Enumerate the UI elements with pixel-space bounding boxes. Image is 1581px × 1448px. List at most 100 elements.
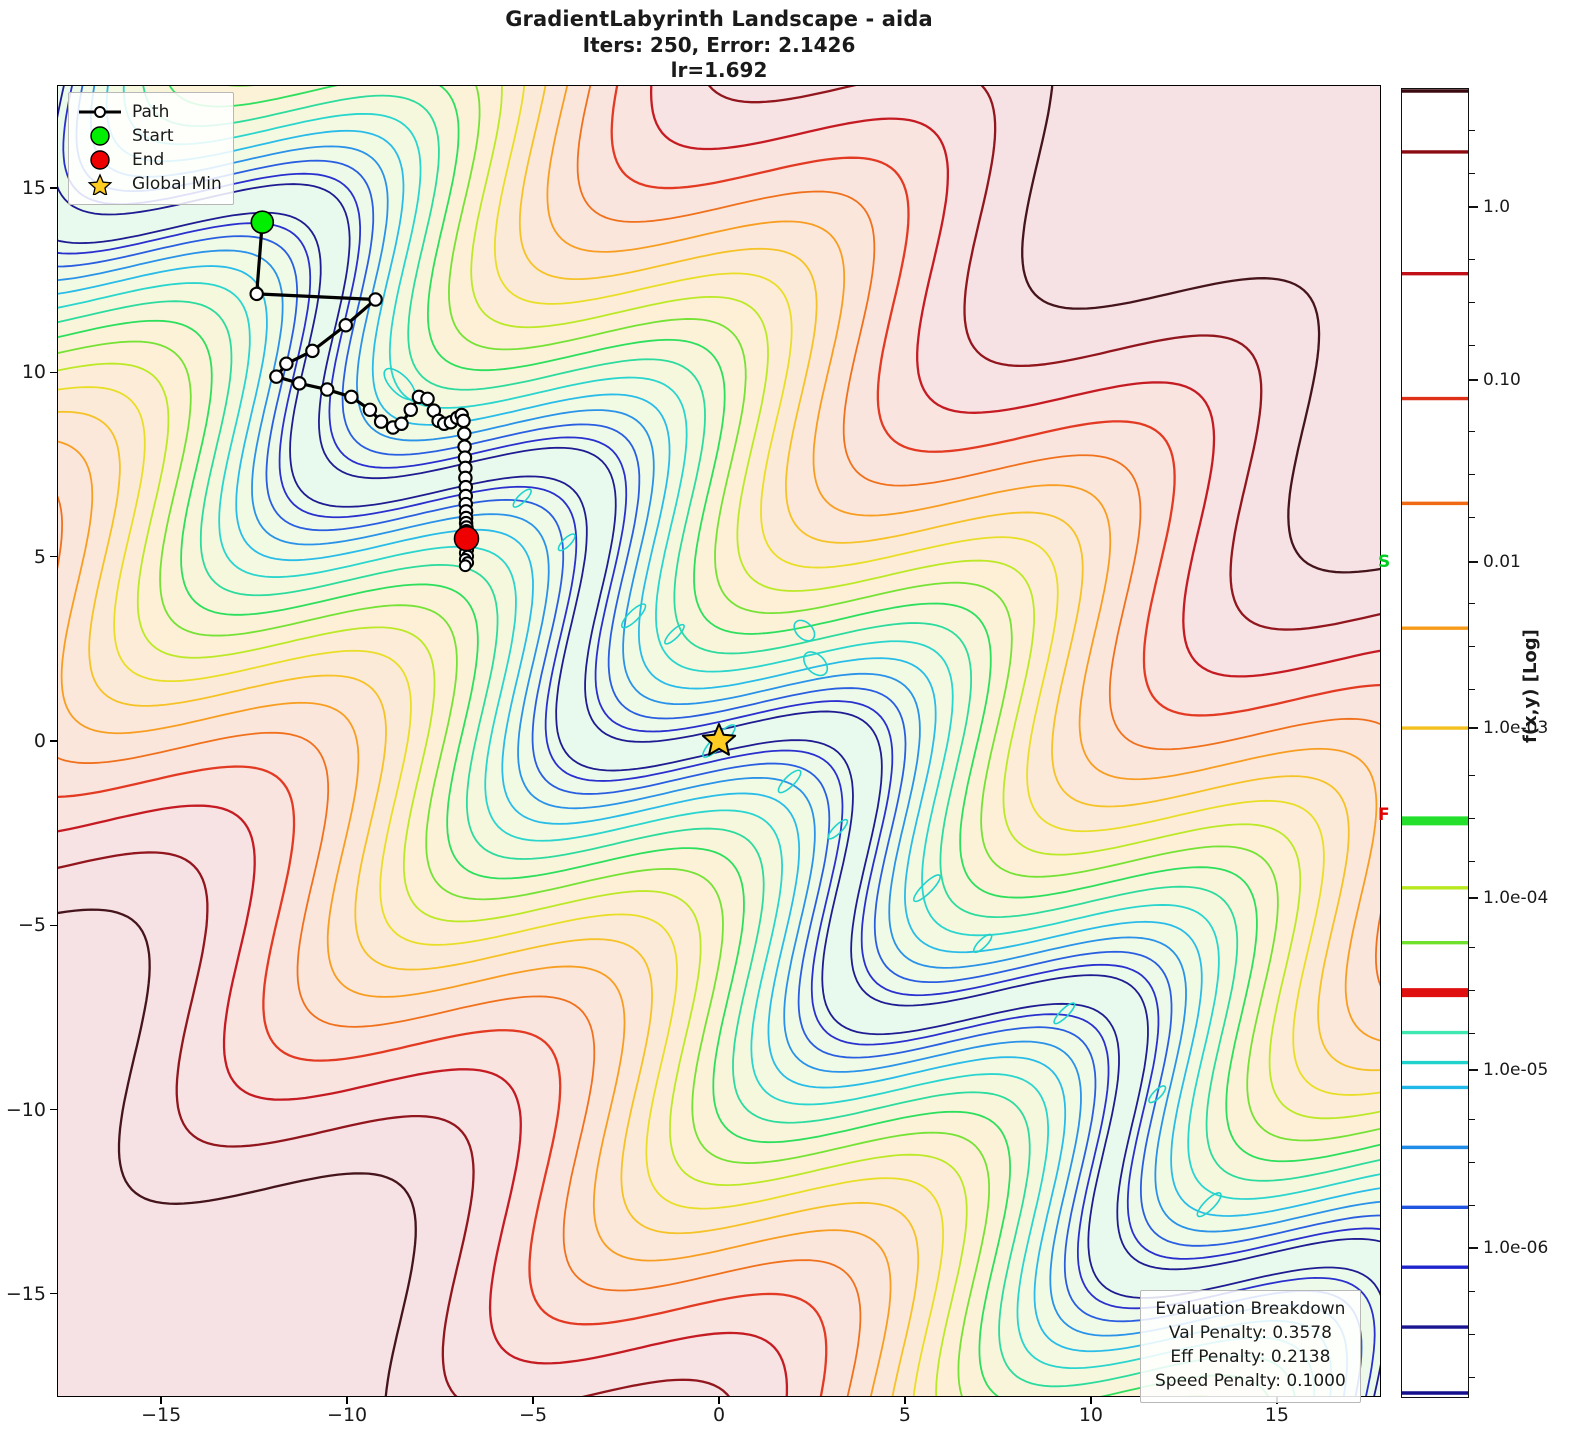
path-step-marker xyxy=(305,343,320,359)
local-minimum-contour xyxy=(1053,1002,1076,1025)
contour-line xyxy=(576,86,1380,987)
path-step-marker xyxy=(344,389,359,405)
legend-item-global-min: Global Min xyxy=(77,172,222,197)
y-tickmark xyxy=(50,371,57,374)
contour-line xyxy=(58,804,789,1396)
local-minimum-contour xyxy=(512,488,532,508)
x-tick-label: −5 xyxy=(519,1404,548,1426)
x-tickmark xyxy=(346,1397,348,1404)
contour-line xyxy=(90,86,1380,1233)
contour-line xyxy=(58,319,1270,1396)
colorbar-minor-tickmark xyxy=(1469,990,1475,992)
colorbar-final-marker-label: F xyxy=(1378,805,1390,825)
colorbar-minor-tickmark xyxy=(1469,1334,1475,1336)
evaluation-breakdown-title: Evaluation Breakdown xyxy=(1155,1299,1346,1319)
contour-line xyxy=(122,86,1380,1200)
contour-line xyxy=(58,211,1380,1396)
colorbar-minor-tickmark xyxy=(1469,474,1475,476)
colorbar-body xyxy=(1401,88,1469,1398)
contour-line xyxy=(58,495,862,1396)
colorbar-minor-tickmark xyxy=(1469,173,1475,175)
colorbar-minor-tickmark xyxy=(1469,302,1475,304)
start-point-marker xyxy=(250,210,275,234)
colorbar-minor-tickmark xyxy=(1469,1377,1475,1379)
legend-label-path: Path xyxy=(132,101,170,122)
local-minimum-contour xyxy=(557,533,576,552)
legend-label-end: End xyxy=(132,149,165,170)
local-minimum-contour xyxy=(803,651,829,677)
colorbar-tickmark xyxy=(1469,379,1478,381)
path-step-marker xyxy=(292,376,307,391)
val-penalty-row: Val Penalty: 0.3578 xyxy=(1168,1323,1332,1343)
colorbar-tick-label: 1.0e-03 xyxy=(1483,718,1549,738)
contour-line xyxy=(493,86,1380,1096)
path-step-marker xyxy=(269,369,284,384)
colorbar-minor-tickmark xyxy=(1469,1162,1475,1164)
path-step-marker xyxy=(457,426,472,442)
y-tick-label: 0 xyxy=(33,730,46,752)
colorbar-minor-tickmark xyxy=(1469,1119,1475,1121)
contour-line xyxy=(168,86,1380,1163)
optimizer-path-line xyxy=(255,222,469,539)
x-tickmark xyxy=(904,1397,906,1404)
x-tick-label: −10 xyxy=(327,1404,368,1426)
contour-line xyxy=(58,282,1316,1396)
colorbar-tickmark xyxy=(1469,897,1478,899)
colorbar xyxy=(1401,88,1469,1398)
global-min-star-marker xyxy=(701,723,737,756)
contour-line xyxy=(58,908,417,1396)
colorbar-minor-tickmark xyxy=(1469,646,1475,648)
contour-line xyxy=(58,851,730,1396)
legend-item-end: End xyxy=(77,148,222,172)
colorbar-tickmark xyxy=(1469,727,1478,729)
plot-legend: Path Start End Global M xyxy=(68,92,234,205)
contour-line xyxy=(708,86,1380,631)
legend-item-start: Start xyxy=(77,124,222,148)
path-step-marker xyxy=(403,402,419,418)
colorbar-minor-tickmark xyxy=(1469,1291,1475,1293)
local-minimum-contour xyxy=(793,619,816,642)
colorbar-tickmark xyxy=(1469,206,1478,208)
path-step-marker xyxy=(279,356,294,372)
contour-band xyxy=(58,86,1380,1396)
local-minimum-contour xyxy=(1196,1192,1222,1218)
start-circle-icon xyxy=(77,125,123,147)
colorbar-start-marker-label: S xyxy=(1378,552,1391,572)
colorbar-minor-tickmark xyxy=(1469,517,1475,519)
contour-line xyxy=(1021,86,1380,574)
end-point-marker xyxy=(453,525,480,552)
star-icon xyxy=(77,173,123,197)
colorbar-minor-tickmark xyxy=(1469,775,1475,777)
path-step-marker xyxy=(368,292,383,307)
title-line-2: Iters: 250, Error: 2.1426 xyxy=(582,32,856,57)
local-minimum-contour xyxy=(827,818,849,840)
legend-item-path: Path xyxy=(77,100,222,124)
title-line-3: lr=1.692 xyxy=(670,58,768,83)
path-step-marker xyxy=(394,416,409,432)
y-tickmark xyxy=(50,556,57,558)
y-tick-label: −15 xyxy=(5,1282,46,1305)
contour-line xyxy=(58,410,920,1396)
contour-line xyxy=(546,86,1380,1042)
path-step-marker xyxy=(362,402,378,418)
contour-line xyxy=(58,765,828,1396)
contour-line xyxy=(470,86,1380,1120)
y-tick-label: −10 xyxy=(5,1098,46,1121)
x-tick-label: 10 xyxy=(1078,1404,1103,1426)
colorbar-tick-label: 1.0e-04 xyxy=(1483,888,1549,908)
x-tickmark xyxy=(532,1397,534,1404)
local-minimum-contour xyxy=(620,603,647,629)
contour-line xyxy=(58,340,1211,1396)
y-tickmark xyxy=(50,740,57,742)
y-tickmark xyxy=(50,187,57,189)
optimization-overlay xyxy=(249,210,737,756)
contour-line xyxy=(142,86,1380,1182)
contour-line xyxy=(518,86,1380,1072)
colorbar-minor-tickmark xyxy=(1469,1033,1475,1035)
x-tickmark xyxy=(718,1397,720,1404)
plot-axes xyxy=(57,85,1381,1397)
local-minimum-contour xyxy=(1148,1085,1167,1104)
path-step-marker xyxy=(319,382,335,397)
contour-line xyxy=(58,300,1296,1396)
